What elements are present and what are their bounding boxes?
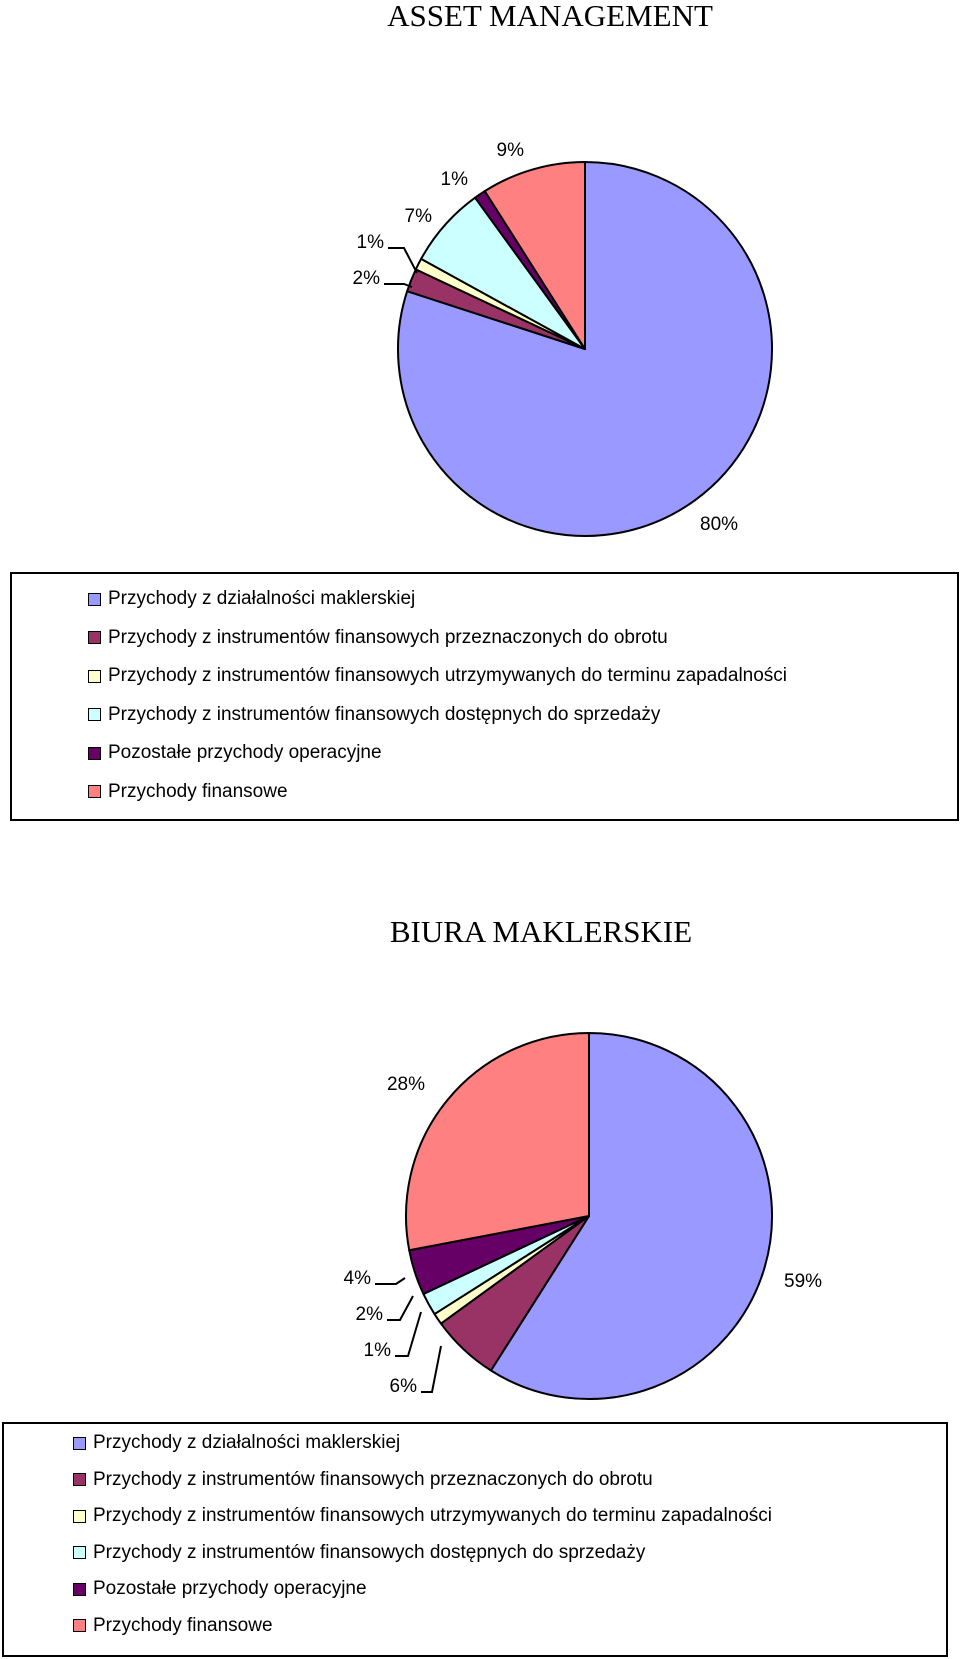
legend-item: Przychody z instrumentów finansowych dos… [88, 704, 660, 726]
label-leader-line [375, 1277, 406, 1285]
legend-swatch [88, 592, 101, 606]
legend-label: Pozostałe przychody operacyjne [93, 1578, 367, 1599]
slice-data-label: 1% [357, 232, 385, 253]
legend-swatch [73, 1509, 86, 1523]
legend-swatch [88, 785, 101, 798]
legend-swatch [73, 1582, 86, 1596]
slice-data-label: 1% [441, 169, 469, 190]
label-leader-line [421, 1345, 442, 1393]
legend-item: Pozostałe przychody operacyjne [73, 1578, 367, 1600]
legend-label: Pozostałe przychody operacyjne [108, 742, 382, 763]
legend-swatch [88, 746, 101, 760]
legend-item: Przychody finansowe [73, 1615, 273, 1637]
chart-title-biura-maklerskie: BIURA MAKLERSKIE [389, 914, 693, 949]
label-leader-line [388, 247, 418, 274]
slice-data-label: 9% [497, 140, 525, 161]
legend-biura-maklerskie: Przychody z działalności maklerskiej Przy… [2, 1422, 948, 1657]
label-leader-line [395, 1311, 422, 1357]
legend-label: Przychody z instrumentów finansowych dos… [93, 1541, 646, 1563]
legend-label: Przychody z instrumentów finansowych prz… [93, 1468, 653, 1490]
pie-chart-asset-management: 80% 2% 1% 7% 1% 9% [353, 140, 773, 537]
label-leader-line [387, 1295, 414, 1321]
legend-item: Pozostałe przychody operacyjne [88, 742, 382, 764]
legend-item: Przychody finansowe [88, 781, 288, 803]
legend-swatch [88, 669, 101, 683]
legend-label: Przychody finansowe [93, 1614, 273, 1636]
chart-title-asset-management: ASSET MANAGEMENT [387, 0, 713, 33]
slice-data-label: 1% [364, 1340, 392, 1361]
legend-item: Przychody z instrumentów finansowych prz… [73, 1469, 653, 1491]
pie-slice-6 [483, 161, 586, 350]
legend-item: Przychody z instrumentów finansowych utr… [73, 1505, 772, 1527]
legend-asset-management: Przychody z działalności maklerskiej Przy… [10, 572, 959, 821]
legend-swatch [73, 1546, 86, 1559]
legend-item: Przychody z instrumentów finansowych prz… [88, 627, 668, 649]
legend-label: Przychody z instrumentów finansowych prz… [108, 626, 668, 648]
legend-item: Przychody z działalności maklerskiej [88, 588, 415, 610]
legend-item: Przychody z instrumentów finansowych utr… [88, 665, 787, 687]
slice-data-label: 28% [387, 1074, 425, 1095]
label-leader-line [384, 283, 413, 288]
legend-label: Przychody z działalności maklerskiej [108, 588, 416, 609]
legend-swatch [88, 631, 101, 644]
pie-slice-6 [405, 1032, 590, 1252]
legend-label: Przychody z instrumentów finansowych utr… [93, 1505, 773, 1526]
pie-chart-biura-maklerskie: 59% 6% 1% 2% 4% 28% [344, 1032, 822, 1400]
slice-data-label: 6% [390, 1376, 418, 1397]
slice-data-label: 2% [356, 1304, 384, 1325]
slice-data-label: 80% [700, 514, 738, 535]
legend-swatch [88, 708, 101, 721]
legend-item: Przychody z instrumentów finansowych dos… [73, 1542, 645, 1564]
legend-swatch [73, 1436, 86, 1450]
pie-slice-1 [489, 1032, 773, 1400]
slice-data-label: 7% [405, 206, 433, 227]
legend-label: Przychody z instrumentów finansowych utr… [108, 665, 788, 686]
legend-label: Przychody finansowe [108, 780, 288, 802]
slice-data-label: 2% [353, 268, 381, 289]
legend-label: Przychody z działalności maklerskiej [93, 1432, 401, 1453]
slice-data-label: 4% [344, 1268, 372, 1289]
legend-label: Przychody z instrumentów finansowych dos… [108, 703, 661, 725]
legend-swatch [73, 1473, 86, 1486]
legend-swatch [73, 1619, 86, 1632]
legend-item: Przychody z działalności maklerskiej [73, 1432, 400, 1454]
slice-data-label: 59% [784, 1271, 822, 1292]
